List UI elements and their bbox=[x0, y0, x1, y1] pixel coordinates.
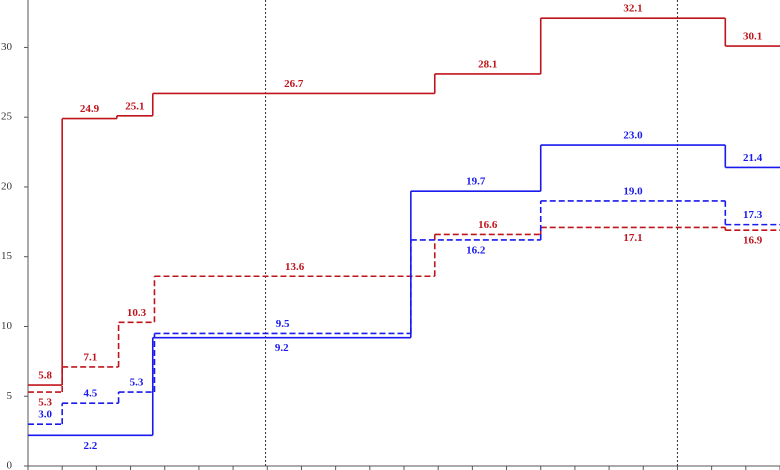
data-label: 5.8 bbox=[38, 370, 52, 382]
data-label: 17.1 bbox=[623, 232, 642, 244]
y-tick-label: 25 bbox=[1, 111, 13, 123]
data-label: 30.1 bbox=[743, 31, 762, 43]
data-label: 16.2 bbox=[466, 245, 486, 257]
y-tick-label: 10 bbox=[1, 320, 13, 332]
y-tick-label: 5 bbox=[7, 390, 13, 402]
data-label: 23.0 bbox=[623, 130, 643, 142]
y-tick-label: 15 bbox=[1, 250, 13, 262]
data-label: 9.5 bbox=[276, 318, 290, 330]
data-label: 13.6 bbox=[285, 261, 305, 273]
data-label: 21.4 bbox=[743, 152, 763, 164]
data-label: 9.2 bbox=[275, 342, 289, 354]
data-label: 26.7 bbox=[284, 78, 304, 90]
data-label: 10.3 bbox=[127, 307, 147, 319]
y-tick-label: 20 bbox=[1, 180, 13, 192]
data-label: 2.2 bbox=[84, 440, 98, 452]
data-label: 32.1 bbox=[623, 3, 642, 15]
data-label: 17.3 bbox=[743, 209, 763, 221]
data-label: 7.1 bbox=[84, 351, 98, 363]
data-label: 4.5 bbox=[84, 388, 98, 400]
data-label: 19.0 bbox=[623, 185, 643, 197]
data-label: 24.9 bbox=[80, 103, 100, 115]
data-label: 25.1 bbox=[125, 100, 144, 112]
data-label: 16.6 bbox=[478, 219, 498, 231]
y-tick-label: 30 bbox=[1, 41, 13, 53]
data-label: 16.9 bbox=[743, 235, 763, 247]
data-label: 5.3 bbox=[130, 377, 144, 389]
data-label: 28.1 bbox=[478, 58, 497, 70]
y-tick-label: 0 bbox=[7, 460, 13, 470]
data-label: 5.3 bbox=[38, 397, 52, 409]
data-label: 3.0 bbox=[38, 409, 52, 421]
data-label: 19.7 bbox=[466, 176, 486, 188]
